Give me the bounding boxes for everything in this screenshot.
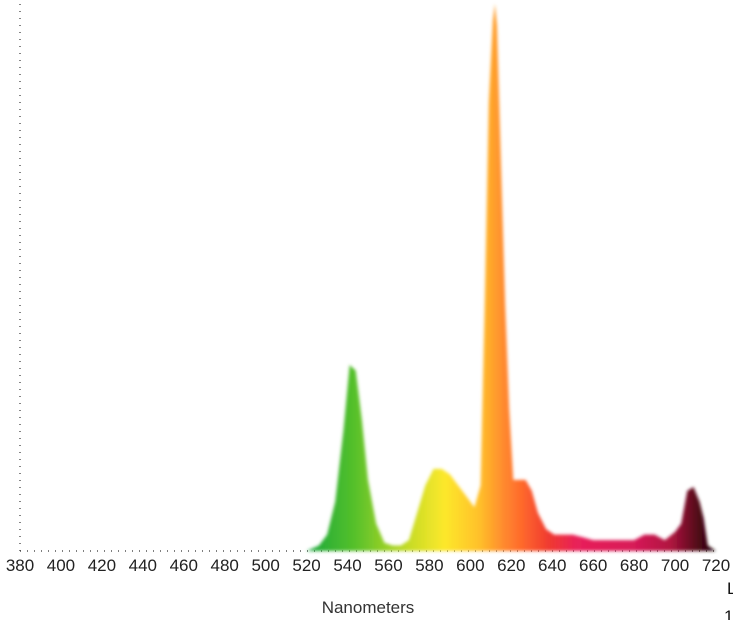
x-tick-label: 680 <box>620 556 648 575</box>
x-tick-label: 580 <box>415 556 443 575</box>
x-tick-label: 620 <box>497 556 525 575</box>
x-tick-label: 700 <box>661 556 689 575</box>
x-tick-label: 720 <box>702 556 730 575</box>
plot-area <box>19 4 716 552</box>
x-tick-label: 420 <box>88 556 116 575</box>
x-tick-label: 460 <box>170 556 198 575</box>
x-tick-label: 440 <box>129 556 157 575</box>
x-tick-labels: 380 400 420 440 460 480 500 520 540 560 580 600 620 6… <box>6 556 730 575</box>
x-tick-label: 560 <box>374 556 402 575</box>
x-tick-label: 640 <box>538 556 566 575</box>
x-tick-label: 380 <box>6 556 34 575</box>
x-tick-label: 540 <box>333 556 361 575</box>
x-tick-label: 400 <box>47 556 75 575</box>
edge-glyph-bottom: 1 <box>724 607 733 620</box>
x-tick-label: 520 <box>292 556 320 575</box>
x-tick-label: 480 <box>211 556 239 575</box>
x-tick-label: 660 <box>579 556 607 575</box>
x-tick-label: 500 <box>251 556 279 575</box>
edge-glyph-top: L <box>727 579 733 598</box>
x-axis-title: Nanometers <box>322 598 415 617</box>
x-tick-label: 600 <box>456 556 484 575</box>
series-spectrum-area <box>20 4 716 551</box>
